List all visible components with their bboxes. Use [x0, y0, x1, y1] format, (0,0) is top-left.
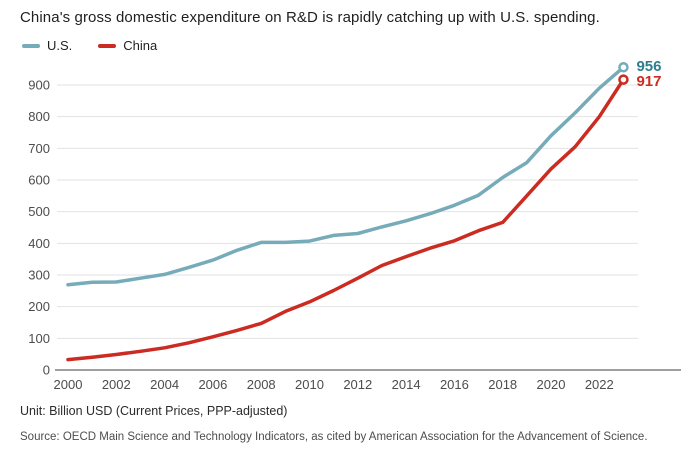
- china-line: [66, 77, 626, 362]
- y-tick-label-700: 700: [28, 141, 50, 156]
- y-tick-label-800: 800: [28, 109, 50, 124]
- legend-item-china: China: [98, 38, 157, 53]
- china-end-value-label: 917: [636, 73, 661, 90]
- china-line-swatch: [98, 43, 117, 48]
- y-tick-label-300: 300: [28, 268, 50, 283]
- x-tick-label-2010: 2010: [295, 377, 324, 392]
- us-end-marker: [618, 62, 629, 73]
- legend-label-us: U.S.: [47, 38, 73, 53]
- x-tick-label-2016: 2016: [440, 377, 469, 392]
- x-tick-label-2018: 2018: [488, 377, 517, 392]
- line-chart: 0 100 200 300 400 500 600 700 800 900 2000 2002 2004…: [28, 58, 681, 392]
- china-end-marker: [618, 74, 629, 85]
- x-tick-label-2022: 2022: [585, 377, 614, 392]
- y-tick-label-600: 600: [28, 173, 50, 188]
- y-tick-label-200: 200: [28, 299, 50, 314]
- x-tick-label-2012: 2012: [343, 377, 372, 392]
- legend-item-us: U.S.: [22, 38, 72, 53]
- legend-label-china: China: [123, 38, 158, 53]
- y-tick-label-900: 900: [28, 78, 50, 93]
- x-tick-label-2000: 2000: [54, 377, 83, 392]
- x-tick-label-2020: 2020: [537, 377, 566, 392]
- chart-title: China's gross domestic expenditure on R&…: [20, 9, 600, 26]
- us-end-value-label: 956: [636, 58, 661, 75]
- y-tick-label-400: 400: [28, 236, 50, 251]
- unit-note: Unit: Billion USD (Current Prices, PPP-a…: [20, 404, 288, 418]
- y-tick-label-500: 500: [28, 204, 50, 219]
- x-tick-label-2014: 2014: [392, 377, 421, 392]
- source-note: Source: OECD Main Science and Technology…: [20, 431, 648, 443]
- us-line: [66, 65, 626, 287]
- legend: U.S. China: [22, 38, 157, 53]
- y-tick-label-100: 100: [28, 331, 50, 346]
- us-line-swatch: [22, 43, 40, 48]
- y-tick-label-0: 0: [43, 363, 50, 378]
- x-tick-label-2008: 2008: [247, 377, 276, 392]
- x-tick-label-2004: 2004: [150, 377, 179, 392]
- x-tick-label-2002: 2002: [102, 377, 131, 392]
- x-tick-label-2006: 2006: [198, 377, 227, 392]
